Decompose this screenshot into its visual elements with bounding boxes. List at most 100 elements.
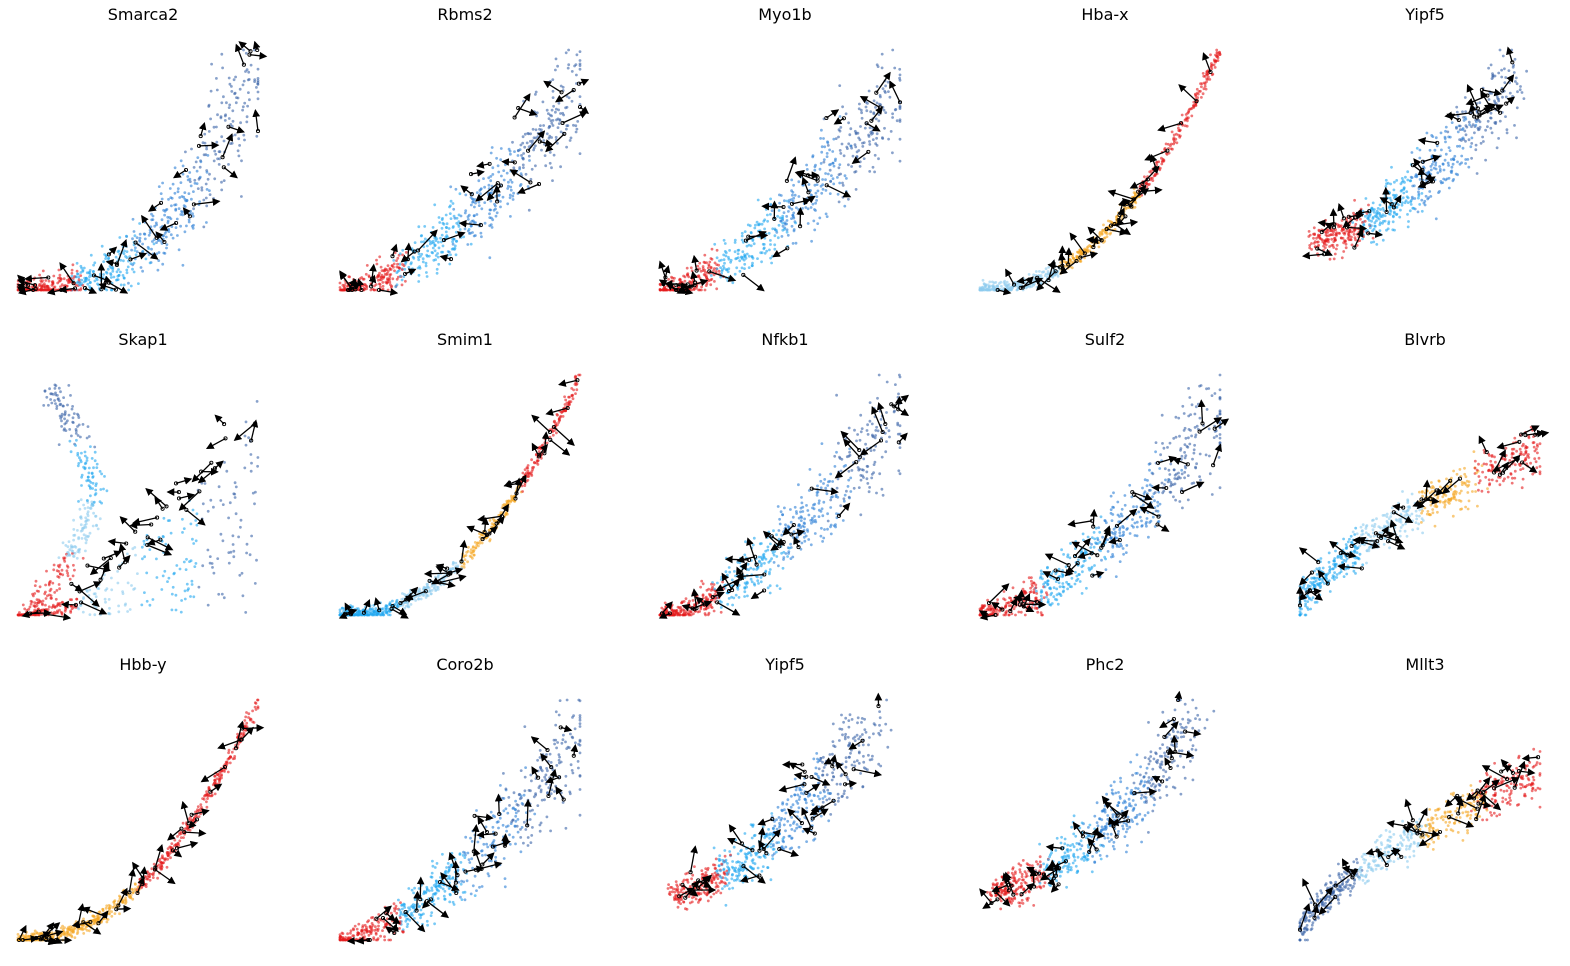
cell-point bbox=[179, 159, 183, 163]
arrow-origin bbox=[376, 287, 382, 293]
cell-point bbox=[449, 185, 453, 189]
arrow-origin bbox=[741, 272, 746, 277]
cell-point bbox=[891, 151, 894, 155]
cell-point bbox=[707, 264, 711, 268]
cell-point bbox=[400, 283, 404, 287]
cell-point bbox=[1167, 142, 1170, 146]
cell-point bbox=[388, 601, 392, 604]
cell-point bbox=[837, 128, 841, 132]
cell-point bbox=[75, 556, 79, 560]
cell-point bbox=[231, 119, 235, 123]
cell-point bbox=[785, 199, 789, 203]
cell-point bbox=[491, 166, 495, 170]
cell-point bbox=[93, 445, 97, 449]
cell-point bbox=[473, 205, 476, 209]
cell-point bbox=[157, 185, 161, 189]
arrow-origin bbox=[1046, 278, 1051, 283]
cell-point bbox=[386, 264, 390, 267]
cell-point bbox=[568, 403, 571, 406]
cell-point bbox=[200, 188, 204, 192]
cell-point bbox=[1441, 181, 1445, 185]
cell-point bbox=[854, 188, 858, 191]
cell-point bbox=[1495, 146, 1499, 150]
cell-point bbox=[32, 604, 36, 608]
velocity-arrow bbox=[1353, 229, 1364, 248]
cell-point bbox=[117, 273, 121, 277]
cell-point bbox=[1194, 95, 1198, 98]
cell-point bbox=[504, 163, 507, 167]
cell-point bbox=[381, 607, 385, 611]
velocity-arrow bbox=[1317, 248, 1333, 256]
cell-point bbox=[187, 587, 190, 591]
cell-point bbox=[756, 198, 760, 202]
cell-point bbox=[993, 288, 997, 292]
cell-point bbox=[574, 124, 578, 128]
cell-point bbox=[1452, 158, 1456, 161]
panel-title: Smarca2 bbox=[107, 5, 179, 24]
cell-point bbox=[511, 198, 515, 201]
cell-point bbox=[1215, 51, 1219, 54]
cell-point bbox=[442, 578, 446, 582]
cell-point bbox=[780, 217, 784, 220]
cell-point bbox=[1500, 68, 1503, 72]
velocity-arrow bbox=[252, 109, 261, 132]
cell-point bbox=[440, 226, 444, 230]
cell-point bbox=[244, 443, 248, 447]
cell-point bbox=[168, 216, 172, 219]
cell-point bbox=[565, 401, 569, 405]
cell-point bbox=[1404, 175, 1407, 179]
cell-point bbox=[54, 402, 57, 405]
cell-point bbox=[99, 613, 102, 617]
cell-point bbox=[506, 202, 510, 206]
cell-point bbox=[745, 244, 749, 248]
cell-point bbox=[444, 230, 448, 234]
cell-point bbox=[94, 514, 97, 518]
cell-point bbox=[1493, 74, 1497, 78]
cell-point bbox=[509, 215, 512, 218]
cell-point bbox=[578, 102, 582, 106]
cell-point bbox=[1400, 177, 1404, 180]
cell-point bbox=[409, 603, 413, 606]
cell-point bbox=[227, 117, 231, 120]
cell-point bbox=[531, 139, 534, 143]
cell-point bbox=[216, 113, 219, 117]
cell-point bbox=[1498, 119, 1502, 123]
cell-point bbox=[102, 273, 105, 276]
cell-point bbox=[1471, 123, 1475, 127]
arrow-origin bbox=[864, 121, 869, 126]
cell-point bbox=[471, 198, 475, 201]
cell-point bbox=[534, 164, 537, 168]
cell-point bbox=[66, 571, 69, 575]
arrow-origin bbox=[145, 535, 150, 540]
cell-point bbox=[1332, 230, 1335, 234]
cell-point bbox=[228, 501, 232, 505]
cell-point bbox=[126, 581, 130, 585]
cell-point bbox=[230, 90, 234, 93]
cell-point bbox=[763, 227, 766, 231]
cell-point bbox=[338, 286, 342, 289]
cell-point bbox=[103, 475, 106, 478]
cell-point bbox=[1390, 165, 1393, 169]
cell-point bbox=[561, 415, 565, 418]
arrow-origin bbox=[403, 271, 408, 276]
cell-point bbox=[417, 252, 421, 256]
cell-point bbox=[844, 112, 848, 116]
cell-point bbox=[202, 225, 206, 229]
cell-point bbox=[234, 75, 238, 79]
cell-point bbox=[200, 517, 204, 521]
cell-point bbox=[522, 152, 525, 155]
cell-point bbox=[71, 574, 75, 578]
arrow-origin bbox=[798, 224, 803, 229]
cell-point bbox=[451, 202, 455, 205]
cell-point bbox=[93, 459, 97, 463]
cell-point bbox=[1186, 111, 1190, 115]
cell-point bbox=[95, 466, 99, 469]
cell-point bbox=[542, 139, 546, 142]
cell-point bbox=[494, 204, 497, 208]
cell-point bbox=[341, 606, 344, 610]
cell-point bbox=[1330, 244, 1334, 247]
cell-point bbox=[1395, 206, 1399, 209]
cell-point bbox=[1353, 236, 1357, 240]
cell-point bbox=[567, 96, 571, 100]
